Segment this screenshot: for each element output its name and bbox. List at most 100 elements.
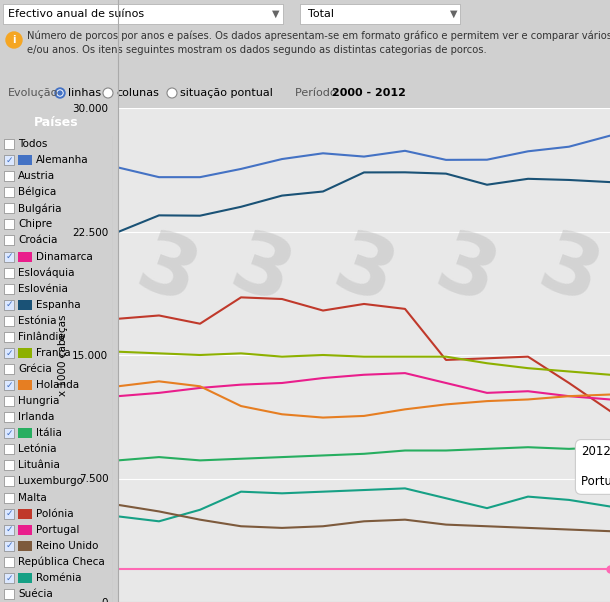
- Bar: [18, 348, 32, 358]
- Circle shape: [58, 91, 62, 95]
- Bar: [4, 139, 14, 149]
- Bar: [4, 284, 14, 294]
- Text: 3: 3: [126, 225, 208, 321]
- Bar: [18, 252, 32, 261]
- Bar: [18, 380, 32, 390]
- Bar: [18, 573, 32, 583]
- Bar: [4, 155, 14, 165]
- Bar: [4, 364, 14, 374]
- Text: 2012

Portugal: 2.024: 2012 Portugal: 2.024: [581, 445, 610, 488]
- Bar: [4, 396, 14, 406]
- Circle shape: [6, 32, 22, 48]
- Text: ✓: ✓: [5, 429, 13, 438]
- Text: Todos: Todos: [18, 139, 48, 149]
- Text: Reino Unido: Reino Unido: [36, 541, 98, 551]
- Text: situação pontual: situação pontual: [180, 88, 273, 98]
- Bar: [4, 267, 14, 278]
- Text: Roménia: Roménia: [36, 573, 82, 583]
- Text: Malta: Malta: [18, 492, 47, 503]
- Text: Itália: Itália: [36, 428, 62, 438]
- Text: ✓: ✓: [5, 349, 13, 358]
- Text: 3: 3: [220, 225, 303, 321]
- Text: Espanha: Espanha: [36, 300, 81, 309]
- Text: Irlanda: Irlanda: [18, 412, 54, 422]
- Bar: [18, 155, 32, 165]
- Bar: [4, 412, 14, 422]
- Text: Austria: Austria: [18, 171, 55, 181]
- Text: Finlândia: Finlândia: [18, 332, 65, 342]
- Bar: [4, 252, 14, 261]
- Text: Grécia: Grécia: [18, 364, 52, 374]
- Text: Bulgária: Bulgária: [18, 203, 62, 214]
- Text: Eslovénia: Eslovénia: [18, 284, 68, 294]
- Bar: [4, 461, 14, 470]
- Text: Dinamarca: Dinamarca: [36, 252, 93, 261]
- Text: França: França: [36, 348, 71, 358]
- Bar: [4, 509, 14, 518]
- Text: colunas: colunas: [116, 88, 159, 98]
- Text: Eslováquia: Eslováquia: [18, 267, 74, 278]
- Text: 3: 3: [323, 225, 405, 321]
- Bar: [3, 4, 283, 24]
- Text: Lituânia: Lituânia: [18, 461, 60, 470]
- Text: ✓: ✓: [5, 573, 13, 582]
- Text: Croácia: Croácia: [18, 235, 57, 246]
- Text: Suécia: Suécia: [18, 589, 52, 599]
- Text: Estónia: Estónia: [18, 316, 57, 326]
- Bar: [4, 573, 14, 583]
- Text: ✓: ✓: [5, 252, 13, 261]
- Bar: [4, 171, 14, 181]
- Bar: [4, 219, 14, 229]
- Bar: [4, 300, 14, 309]
- Text: Evolução: Evolução: [8, 88, 59, 98]
- Bar: [4, 589, 14, 599]
- Text: ✓: ✓: [5, 300, 13, 309]
- Text: ✓: ✓: [5, 380, 13, 389]
- Bar: [4, 557, 14, 567]
- Bar: [4, 332, 14, 342]
- Bar: [18, 509, 32, 518]
- Circle shape: [167, 88, 177, 98]
- Text: Letónia: Letónia: [18, 444, 57, 455]
- Text: Portugal: Portugal: [36, 525, 79, 535]
- Bar: [4, 203, 14, 213]
- Text: ▼: ▼: [272, 9, 279, 19]
- Bar: [4, 187, 14, 197]
- Bar: [4, 444, 14, 455]
- Bar: [4, 428, 14, 438]
- Bar: [18, 300, 32, 309]
- Text: Hungria: Hungria: [18, 396, 59, 406]
- Text: Bélgica: Bélgica: [18, 187, 56, 197]
- Circle shape: [57, 90, 63, 96]
- Text: e/ou anos. Os itens seguintes mostram os dados segundo as distintas categorias d: e/ou anos. Os itens seguintes mostram os…: [27, 45, 487, 55]
- Bar: [18, 541, 32, 551]
- Text: República Checa: República Checa: [18, 557, 105, 567]
- Text: linhas: linhas: [68, 88, 101, 98]
- Bar: [4, 492, 14, 503]
- Bar: [4, 380, 14, 390]
- Text: 3: 3: [528, 225, 610, 321]
- Bar: [4, 316, 14, 326]
- Text: Número de porcos por anos e países. Os dados apresentam-se em formato gráfico e : Número de porcos por anos e países. Os d…: [27, 31, 610, 42]
- Text: 3: 3: [425, 225, 508, 321]
- Text: Holanda: Holanda: [36, 380, 79, 390]
- Bar: [18, 525, 32, 535]
- Text: ▼: ▼: [450, 9, 458, 19]
- Circle shape: [55, 88, 65, 98]
- Y-axis label: x 1000 cabeças: x 1000 cabeças: [58, 314, 68, 396]
- Bar: [4, 525, 14, 535]
- Text: i: i: [12, 35, 16, 45]
- Text: Luxemburgo: Luxemburgo: [18, 476, 83, 486]
- Text: ✓: ✓: [5, 525, 13, 534]
- Bar: [4, 235, 14, 246]
- Text: 2000 - 2012: 2000 - 2012: [332, 88, 406, 98]
- Text: ✓: ✓: [5, 155, 13, 164]
- Bar: [18, 428, 32, 438]
- Text: Polónia: Polónia: [36, 509, 74, 518]
- Bar: [300, 4, 460, 24]
- Text: Total: Total: [308, 9, 334, 19]
- Text: ✓: ✓: [5, 509, 13, 518]
- Text: ✓: ✓: [5, 541, 13, 550]
- Text: Período: Período: [295, 88, 340, 98]
- Circle shape: [103, 88, 113, 98]
